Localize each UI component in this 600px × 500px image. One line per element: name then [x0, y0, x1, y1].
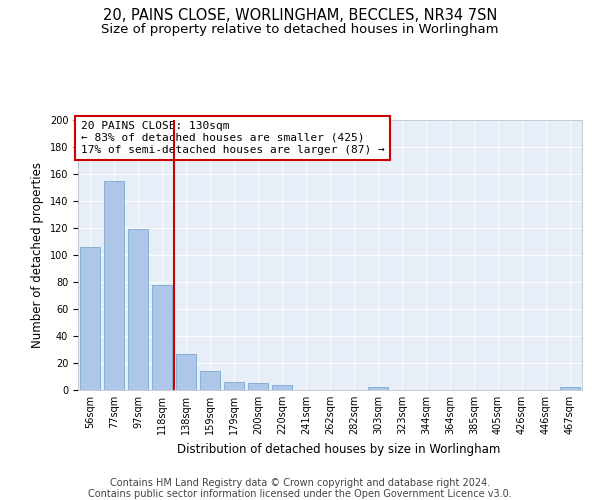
- Bar: [200, 371, 220, 390]
- Bar: [272, 384, 292, 390]
- Text: Distribution of detached houses by size in Worlingham: Distribution of detached houses by size …: [178, 442, 500, 456]
- Bar: [104, 180, 124, 390]
- Bar: [152, 284, 172, 390]
- Bar: [128, 230, 148, 390]
- Text: 20, PAINS CLOSE, WORLINGHAM, BECCLES, NR34 7SN: 20, PAINS CLOSE, WORLINGHAM, BECCLES, NR…: [103, 8, 497, 22]
- Text: Contains public sector information licensed under the Open Government Licence v3: Contains public sector information licen…: [88, 489, 512, 499]
- Bar: [224, 382, 244, 390]
- Text: Size of property relative to detached houses in Worlingham: Size of property relative to detached ho…: [101, 22, 499, 36]
- Text: 20 PAINS CLOSE: 130sqm
← 83% of detached houses are smaller (425)
17% of semi-de: 20 PAINS CLOSE: 130sqm ← 83% of detached…: [80, 122, 384, 154]
- Bar: [80, 247, 100, 390]
- Bar: [248, 383, 268, 390]
- Text: Contains HM Land Registry data © Crown copyright and database right 2024.: Contains HM Land Registry data © Crown c…: [110, 478, 490, 488]
- Bar: [368, 388, 388, 390]
- Y-axis label: Number of detached properties: Number of detached properties: [31, 162, 44, 348]
- Bar: [560, 388, 580, 390]
- Bar: [176, 354, 196, 390]
